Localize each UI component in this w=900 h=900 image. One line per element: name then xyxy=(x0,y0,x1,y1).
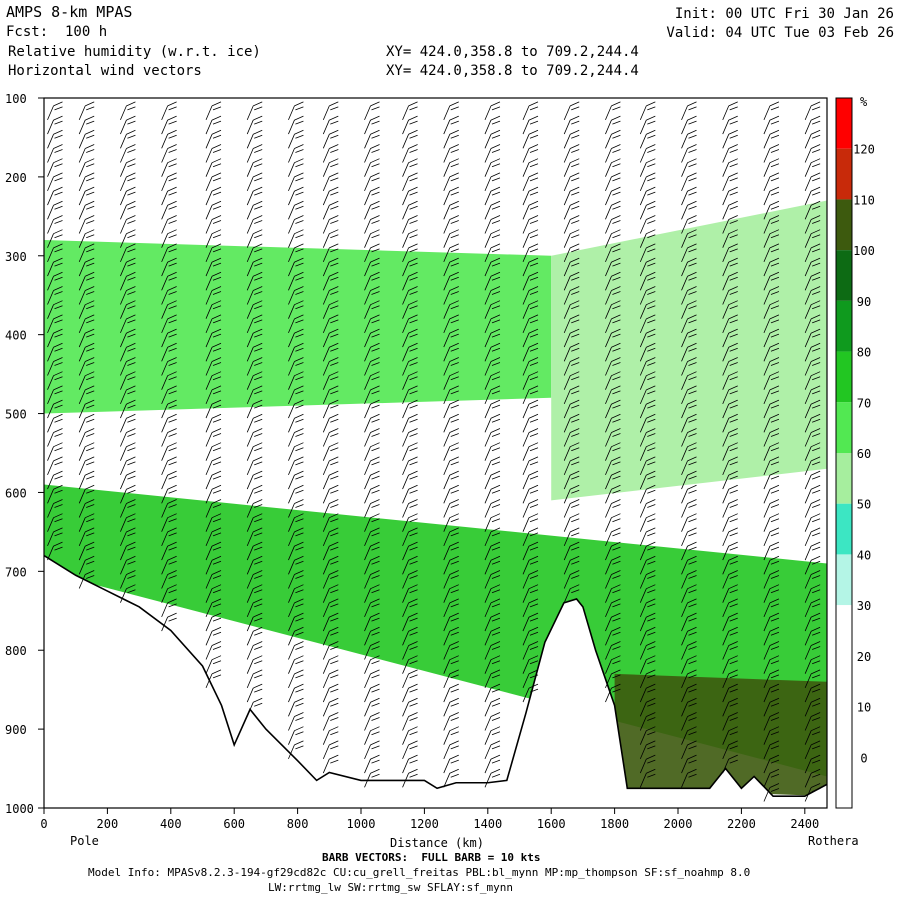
y-tick-label: 800 xyxy=(5,644,27,658)
y-tick-label: 1000 xyxy=(5,802,34,816)
wind-barb-column-11 xyxy=(484,101,501,788)
colorbar-label: 60 xyxy=(857,447,871,461)
y-tick-label: 200 xyxy=(5,171,27,185)
colorbar-label: 40 xyxy=(857,548,871,562)
x-tick-label: 1600 xyxy=(537,817,566,831)
y-tick-label: 900 xyxy=(5,723,27,737)
terrain-mask xyxy=(44,555,827,808)
colorbar-swatch xyxy=(836,402,852,453)
field-label-wind: Horizontal wind vectors xyxy=(8,63,202,79)
colorbar-label: 110 xyxy=(853,193,875,207)
forecast-hour: Fcst: 100 h xyxy=(6,24,108,40)
x-tick-label: 400 xyxy=(160,817,182,831)
wind-barb-column-5 xyxy=(246,101,263,717)
y-tick-label: 700 xyxy=(5,565,27,579)
x-axis-label: Distance (km) xyxy=(390,836,484,850)
wind-barb-column-19 xyxy=(804,101,821,802)
colorbar-frame xyxy=(835,97,853,809)
colorbar-label: 20 xyxy=(857,650,871,664)
rh-layer-0 xyxy=(44,240,552,414)
wind-barb-column-12 xyxy=(522,101,539,703)
barb-legend: BARB VECTORS: FULL BARB = 10 kts xyxy=(322,851,541,864)
wind-barb-column-14 xyxy=(605,101,621,703)
colorbar-swatch xyxy=(836,706,852,758)
wind-barb-column-7 xyxy=(322,101,339,774)
terrain-line xyxy=(44,554,827,797)
wind-barb-column-6 xyxy=(288,101,304,760)
wind-barb-column-17 xyxy=(722,101,738,774)
y-tick-label: 600 xyxy=(5,486,27,500)
colorbar-label: 100 xyxy=(853,244,875,258)
cross-section-endpoints-1: XY= 424.0,358.8 to 709.2,244.4 xyxy=(386,44,639,60)
colorbar-swatch xyxy=(836,148,852,200)
colorbar-label: 120 xyxy=(853,143,875,157)
valid-time: Valid: 04 UTC Tue 03 Feb 26 xyxy=(666,25,894,41)
colorbar-swatch xyxy=(836,757,852,808)
cross-section-endpoints-2: XY= 424.0,358.8 to 709.2,244.4 xyxy=(386,63,639,79)
field-label-rh: Relative humidity (w.r.t. ice) xyxy=(8,44,261,60)
y-tick-label: 100 xyxy=(5,92,27,106)
y-tick-label: 400 xyxy=(5,329,27,343)
x-end-label-left: Pole xyxy=(70,834,99,848)
wind-barb-column-13 xyxy=(563,101,580,603)
wind-barb-column-0 xyxy=(47,101,63,561)
wind-barb-column-3 xyxy=(161,101,177,632)
wind-barb-column-1 xyxy=(78,101,95,589)
x-tick-label: 2000 xyxy=(664,817,693,831)
colorbar-swatch xyxy=(836,554,852,606)
rh-layer-3 xyxy=(614,673,827,797)
colorbar-swatch xyxy=(836,655,852,707)
x-tick-label: 1400 xyxy=(473,817,502,831)
colorbar-label: 10 xyxy=(857,701,871,715)
colorbar-label: 80 xyxy=(857,346,871,360)
x-tick-label: 600 xyxy=(223,817,245,831)
init-time: Init: 00 UTC Fri 30 Jan 26 xyxy=(674,6,894,22)
model-title: AMPS 8-km MPAS xyxy=(6,3,133,21)
colorbar: 0 10 20 30 40 50 60 70 80 90 100 110 120% xyxy=(835,95,875,809)
wind-barbs xyxy=(47,101,821,802)
x-tick-label: 200 xyxy=(97,817,119,831)
x-tick-label: 1000 xyxy=(347,817,376,831)
x-end-label-right: Rothera xyxy=(808,834,859,848)
wind-barb-column-10 xyxy=(443,101,459,788)
x-tick-label: 0 xyxy=(40,817,47,831)
y-tick-label: 300 xyxy=(5,250,27,264)
colorbar-swatch xyxy=(836,199,852,251)
y-tick-label: 500 xyxy=(5,408,27,422)
colorbar-label: 90 xyxy=(857,295,871,309)
colorbar-swatch xyxy=(836,605,852,656)
x-tick-label: 2400 xyxy=(790,817,819,831)
colorbar-unit: % xyxy=(860,95,868,109)
wind-barb-column-18 xyxy=(763,101,780,802)
y-axis: 100 200 300 400 500 600 700 800 900 1000 xyxy=(5,92,44,816)
wind-barb-column-9 xyxy=(402,101,418,788)
wind-barb-column-4 xyxy=(205,101,222,689)
x-axis: 0 200 400 600 800 1000 1200 1400 1600 1800 2000 220… xyxy=(40,808,819,831)
plot-frame xyxy=(43,97,828,809)
wind-barb-column-16 xyxy=(681,101,697,788)
x-tick-label: 2200 xyxy=(727,817,756,831)
colorbar-swatch xyxy=(836,250,852,301)
colorbar-swatch xyxy=(836,351,852,403)
colorbar-label: 30 xyxy=(857,599,871,613)
wind-barb-column-2 xyxy=(120,101,136,603)
colorbar-swatch xyxy=(836,453,852,504)
rh-field xyxy=(44,200,827,808)
colorbar-label: 50 xyxy=(857,498,871,512)
rh-layer-1 xyxy=(551,200,827,501)
x-tick-label: 1200 xyxy=(410,817,439,831)
colorbar-label: 70 xyxy=(857,396,871,410)
wind-barb-column-15 xyxy=(639,101,656,788)
colorbar-swatch xyxy=(836,300,852,352)
colorbar-swatch xyxy=(836,503,852,555)
colorbar-swatch xyxy=(836,98,852,149)
wind-barb-column-8 xyxy=(364,101,380,788)
colorbar-label: 0 xyxy=(860,751,867,765)
x-tick-label: 1800 xyxy=(600,817,629,831)
physics-info: LW:rrtmg_lw SW:rrtmg_sw SFLAY:sf_mynn xyxy=(268,881,514,894)
x-tick-label: 800 xyxy=(287,817,309,831)
model-info: Model Info: MPASv8.2.3-194-gf29cd82c CU:… xyxy=(88,866,751,879)
